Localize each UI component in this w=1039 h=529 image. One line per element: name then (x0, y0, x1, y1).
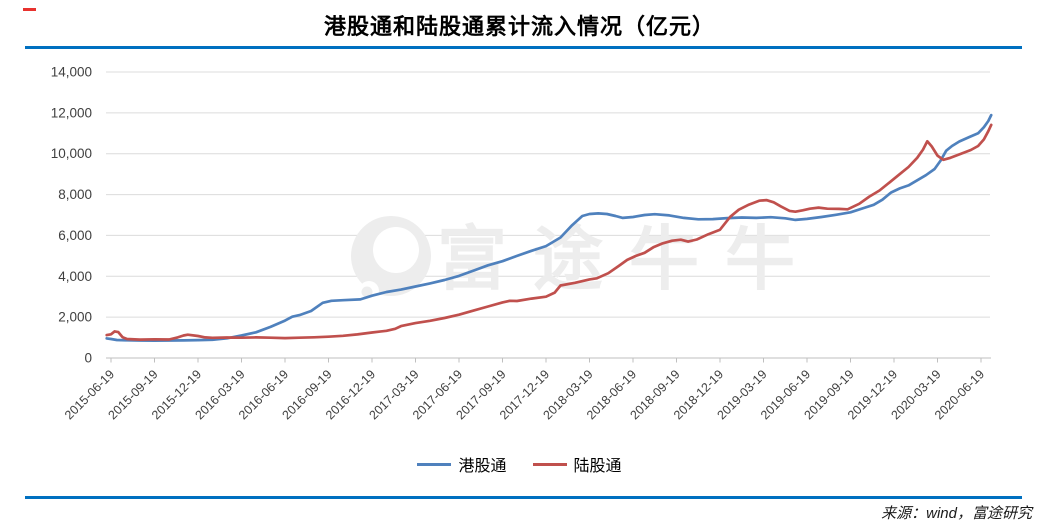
title-underline-rule (25, 46, 1022, 49)
series-line-lgt (105, 123, 993, 341)
legend-swatch-ggt (417, 462, 452, 466)
chart-legend: 港股通 陆股通 (0, 452, 1039, 476)
y-tick-label: 8,000 (58, 187, 92, 202)
legend-label-lgt: 陆股通 (573, 458, 622, 475)
y-tick-label: 12,000 (51, 105, 92, 120)
source-note: 来源：wind，富途研究 (881, 505, 1032, 522)
y-tick-label: 10,000 (51, 146, 92, 161)
watermark: 富途牛牛 (351, 216, 821, 301)
y-tick-label: 14,000 (51, 65, 92, 80)
legend-item-lgt: 陆股通 (532, 452, 622, 476)
chart-title: 港股通和陆股通累计流入情况（亿元） (323, 14, 715, 39)
series-lines (105, 113, 993, 342)
y-axis-labels: 0 2,000 4,000 6,000 8,000 10,000 12,000 14,000 (51, 65, 92, 366)
watermark-text: 富途牛牛 (437, 220, 821, 298)
legend-label-ggt: 港股通 (458, 458, 507, 475)
bottom-rule (25, 496, 1022, 499)
watermark-logo-cutout (373, 227, 419, 273)
gridlines (106, 71, 990, 318)
y-tick-label: 4,000 (58, 269, 92, 284)
watermark-logo-dot (361, 286, 373, 298)
legend-swatch-lgt (532, 462, 567, 466)
y-tick-label: 0 (84, 351, 92, 366)
y-tick-label: 6,000 (58, 228, 92, 243)
corner-red-dash (23, 8, 36, 11)
y-tick-label: 2,000 (58, 310, 92, 325)
series-line-ggt (105, 113, 993, 342)
x-axis: 2015-06-192015-09-192015-12-192016-03-19… (62, 357, 991, 422)
legend-item-ggt: 港股通 (417, 452, 507, 476)
